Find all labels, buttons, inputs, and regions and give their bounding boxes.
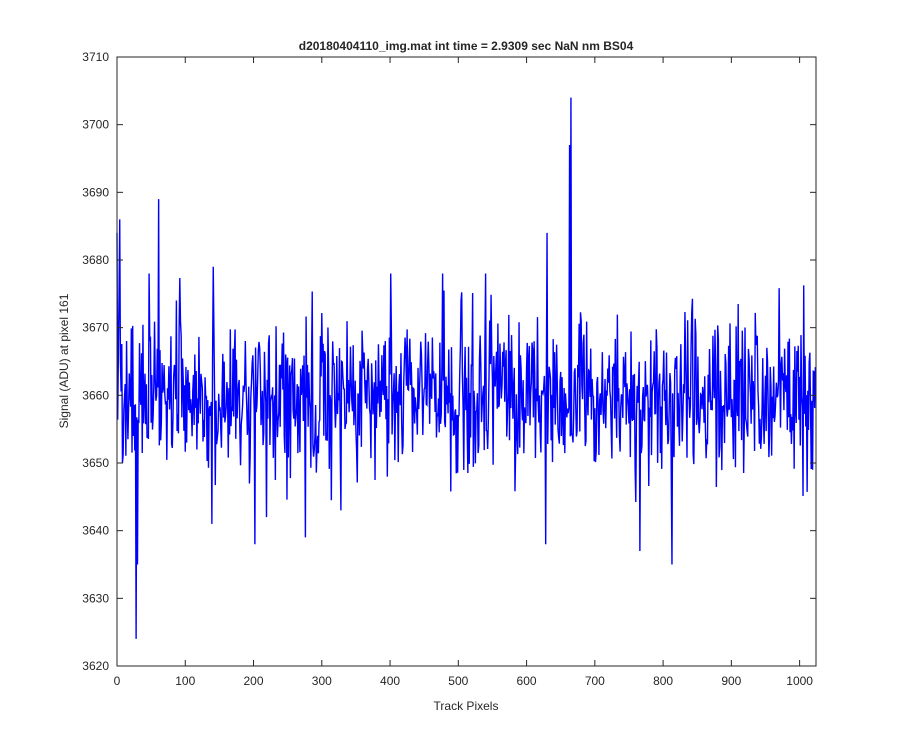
x-tick-label: 500	[448, 674, 468, 688]
axes-box	[116, 56, 817, 667]
x-tick-label: 800	[653, 674, 673, 688]
x-tick-label: 0	[114, 674, 121, 688]
x-tick-label: 200	[244, 674, 264, 688]
x-tick-label: 700	[585, 674, 605, 688]
x-tick-label: 1000	[786, 674, 813, 688]
y-axis: 3620 3630 3640 3650 3660 3670 3680 3690 3700 3710	[82, 50, 816, 673]
x-tick-label: 600	[517, 674, 537, 688]
y-tick-label: 3650	[82, 456, 109, 470]
series-layer	[116, 97, 817, 639]
y-tick-label: 3710	[82, 50, 109, 64]
y-tick-label: 3680	[82, 253, 109, 267]
x-axis-label: Track Pixels	[434, 699, 499, 713]
x-tick-label: 300	[312, 674, 332, 688]
y-axis-label: Signal (ADU) at pixel 161	[57, 293, 71, 428]
y-tick-label: 3700	[82, 118, 109, 132]
y-tick-label: 3660	[82, 388, 109, 402]
y-tick-label: 3670	[82, 321, 109, 335]
x-tick-label: 900	[721, 674, 741, 688]
x-axis: 0 100 200 300 400 500 600 700 800 900 1000	[114, 57, 813, 688]
y-tick-label: 3690	[82, 185, 109, 199]
y-tick-label: 3630	[82, 591, 109, 605]
chart-title: d20180404110_img.mat int time = 2.9309 s…	[299, 39, 634, 53]
signal-series-line	[116, 97, 817, 639]
axes-background	[117, 57, 816, 666]
y-tick-label: 3640	[82, 524, 109, 538]
x-tick-label: 100	[175, 674, 195, 688]
x-tick-label: 400	[380, 674, 400, 688]
y-tick-label: 3620	[82, 659, 109, 673]
